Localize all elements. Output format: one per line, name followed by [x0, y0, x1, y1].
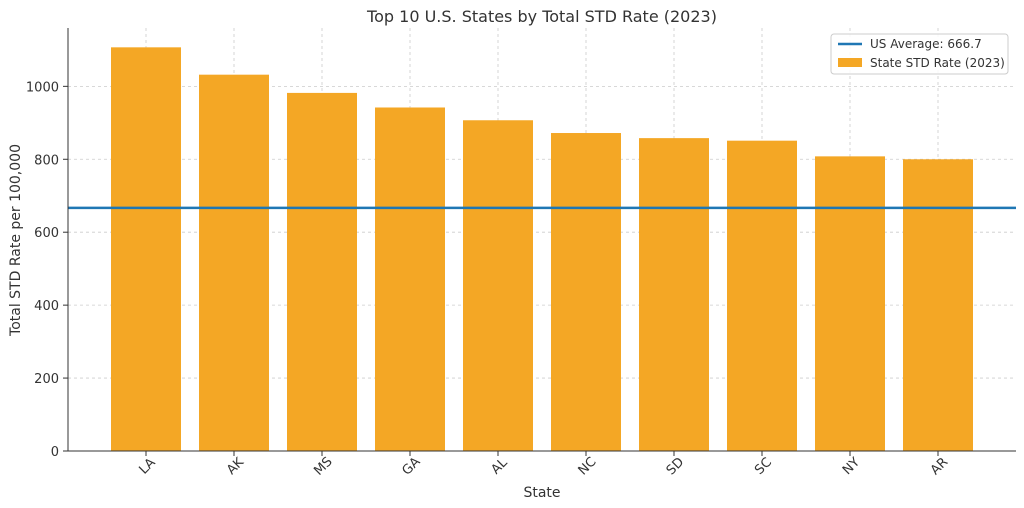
- x-tick-label: MS: [311, 454, 335, 478]
- x-tick-label: GA: [400, 454, 424, 478]
- legend-bar-swatch: [838, 58, 862, 67]
- bar-sd: [639, 138, 709, 451]
- x-tick-label: SD: [664, 455, 688, 479]
- x-tick-label: AK: [224, 455, 247, 478]
- chart-title: Top 10 U.S. States by Total STD Rate (20…: [366, 7, 717, 26]
- x-tick-label: LA: [136, 455, 158, 477]
- bar-la: [111, 47, 181, 452]
- y-tick-label: 600: [34, 226, 59, 241]
- bar-sc: [727, 140, 797, 451]
- y-tick-label: 800: [34, 153, 59, 168]
- y-axis-label: Total STD Rate per 100,000: [8, 144, 24, 337]
- y-tick-label: 1000: [26, 80, 59, 95]
- legend-label-us-average: US Average: 666.7: [870, 37, 982, 51]
- bar-ar: [903, 159, 973, 451]
- x-ticks: LA AK MS GA AL NC SD SC NY AR: [136, 451, 951, 479]
- bar-nc: [551, 133, 621, 451]
- y-tick-label: 0: [51, 445, 59, 460]
- axes: [67, 28, 1016, 452]
- bar-al: [463, 120, 533, 452]
- x-tick-label: SC: [752, 455, 775, 478]
- y-ticks: 0 200 400 600 800 1000: [26, 80, 68, 460]
- bars: [111, 47, 973, 452]
- x-axis-label: State: [523, 485, 560, 501]
- legend-box: [830, 33, 1009, 75]
- x-tick-label: NC: [576, 455, 600, 479]
- y-tick-label: 400: [34, 299, 59, 314]
- legend: US Average: 666.7 State STD Rate (2023): [830, 33, 1009, 75]
- bar-ak: [199, 74, 269, 451]
- y-tick-label: 200: [34, 372, 59, 387]
- x-tick-label: NY: [840, 455, 863, 478]
- bar-ny: [815, 156, 885, 451]
- bar-ga: [375, 107, 445, 452]
- bar-ms: [287, 92, 357, 451]
- legend-label-state-rate: State STD Rate (2023): [870, 56, 1005, 70]
- x-tick-label: AR: [928, 455, 951, 478]
- x-tick-label: AL: [489, 455, 512, 478]
